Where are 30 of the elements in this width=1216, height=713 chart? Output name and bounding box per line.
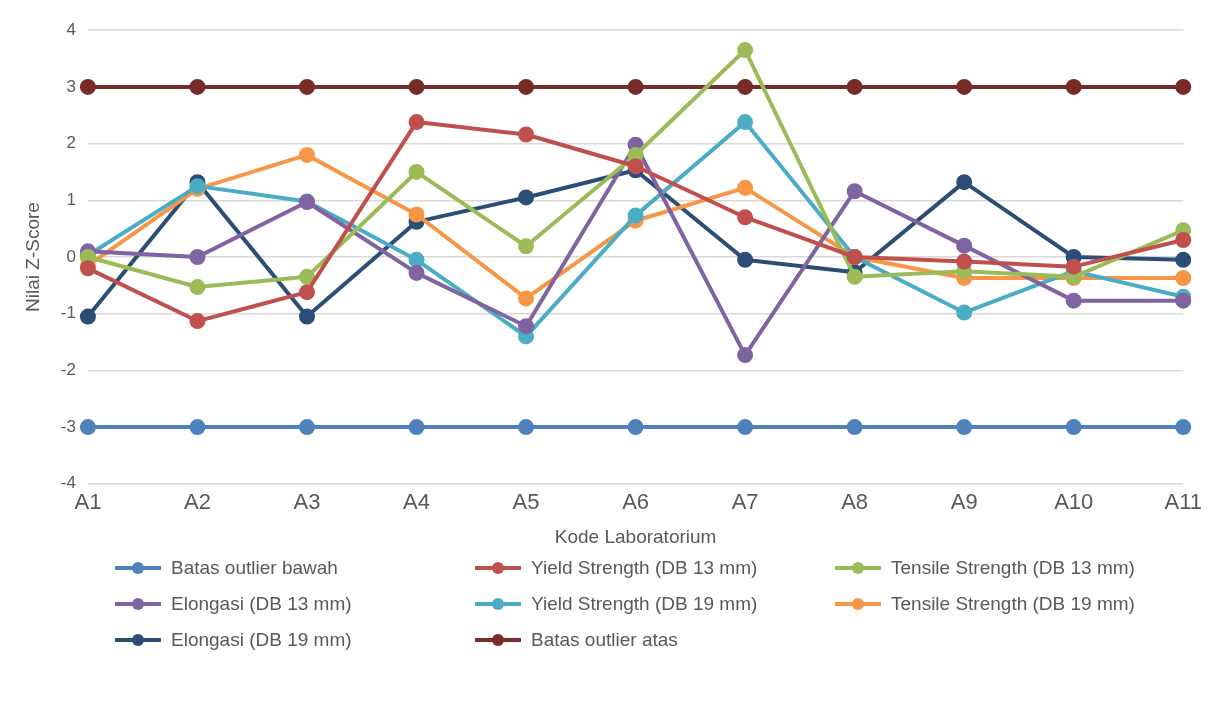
y-tick-label: 1 — [66, 189, 76, 209]
x-tick-label: A6 — [622, 489, 650, 515]
x-tick-label: A9 — [950, 489, 978, 515]
x-tick-label: A7 — [731, 489, 759, 515]
y-tick-label: 3 — [66, 76, 76, 96]
legend-label: Batas outlier bawah — [171, 557, 338, 579]
y-tick-label: -2 — [60, 360, 76, 380]
y-tick-label: 4 — [66, 19, 76, 39]
x-tick-label: A2 — [183, 489, 211, 515]
legend-label: Tensile Strength (DB 13 mm) — [891, 557, 1135, 579]
y-tick-label: -1 — [60, 303, 76, 323]
legend-label: Elongasi (DB 19 mm) — [171, 629, 352, 651]
y-tick-label: -4 — [60, 473, 76, 493]
legend-label: Tensile Strength (DB 19 mm) — [891, 593, 1135, 615]
x-tick-label: A10 — [1054, 489, 1094, 515]
x-tick-label: A1 — [74, 489, 102, 515]
legend-label: Batas outlier atas — [531, 629, 678, 651]
x-tick-label: A11 — [1164, 489, 1202, 515]
y-tick-label: 2 — [66, 133, 76, 153]
y-tick-label: -3 — [60, 416, 76, 436]
legend-label: Yield Strength (DB 19 mm) — [531, 593, 758, 615]
x-tick-label: A8 — [841, 489, 869, 515]
legend-label: Yield Strength (DB 13 mm) — [531, 557, 758, 579]
x-axis-title: Kode Laboratorium — [554, 525, 717, 547]
y-tick-label: 0 — [66, 246, 76, 266]
legend-label: Elongasi (DB 13 mm) — [171, 593, 352, 615]
x-tick-label: A5 — [512, 489, 540, 515]
x-tick-label: A4 — [403, 489, 430, 515]
x-tick-label: A3 — [293, 489, 321, 515]
y-axis-title: Nilai Z-Score — [21, 202, 43, 312]
